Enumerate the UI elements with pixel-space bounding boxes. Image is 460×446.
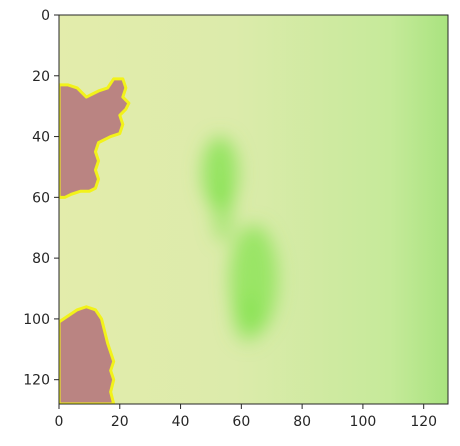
x-tick-label: 60 <box>232 414 250 430</box>
masked-region-top-left <box>59 77 131 199</box>
plot-frame <box>58 14 449 405</box>
green-blobs <box>201 136 278 344</box>
x-tick-label: 0 <box>55 414 64 430</box>
y-tick-label: 0 <box>41 8 50 24</box>
x-axis: 0 20 40 60 80 100 120 <box>55 404 437 430</box>
x-tick-label: 120 <box>410 414 437 430</box>
x-tick-label: 80 <box>293 414 311 430</box>
x-tick-label: 20 <box>111 414 129 430</box>
y-axis: 0 20 40 60 80 100 120 <box>23 8 59 389</box>
green-blob-middle <box>212 182 234 243</box>
image-background <box>59 15 448 404</box>
y-tick-label: 120 <box>23 373 50 389</box>
y-tick-label: 20 <box>32 69 50 85</box>
x-tick-label: 40 <box>172 414 190 430</box>
x-tick-label: 100 <box>350 414 377 430</box>
plot-area <box>59 15 448 404</box>
masked-region-bottom-left <box>59 305 116 404</box>
masked-regions <box>59 77 131 404</box>
y-tick-label: 40 <box>32 130 50 146</box>
green-blob-lower-tail <box>232 294 263 344</box>
y-tick-label: 100 <box>23 312 50 328</box>
y-tick-label: 60 <box>32 190 50 206</box>
y-tick-label: 80 <box>32 251 50 267</box>
